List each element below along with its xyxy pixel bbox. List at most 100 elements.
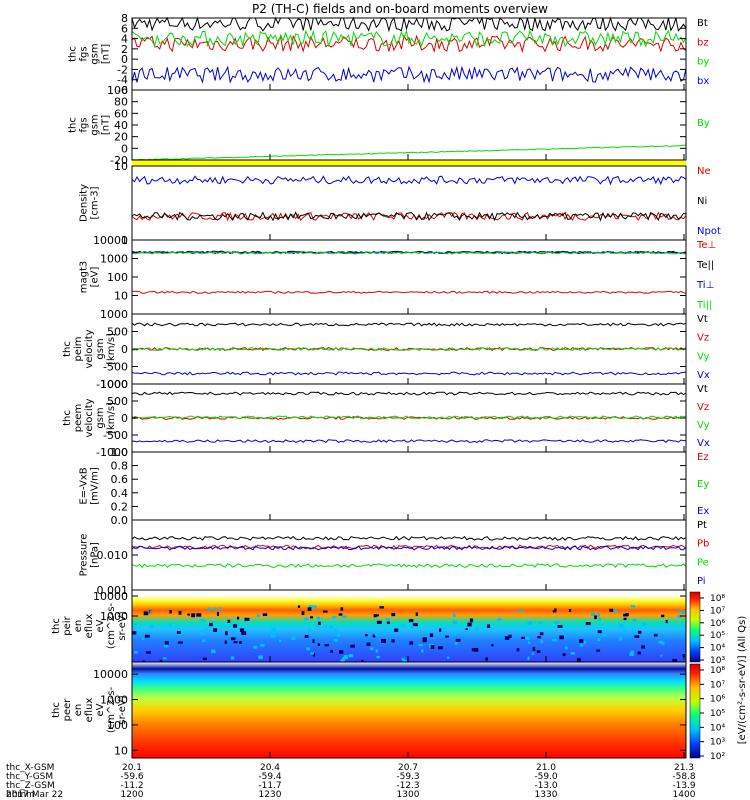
- heatmap-cell: [471, 648, 476, 652]
- bottom-row-value: 1400: [673, 790, 696, 800]
- y-axis-label-line: velocity: [84, 329, 95, 368]
- y-tick-label: 1: [121, 234, 128, 247]
- y-tick-label: 0.4: [111, 487, 129, 500]
- y-axis-label-line: gsm: [95, 338, 106, 359]
- heatmap-cell: [207, 607, 211, 611]
- heatmap-cell: [637, 651, 641, 655]
- heatmap-cell: [312, 652, 316, 657]
- series-line-bx: [131, 65, 687, 84]
- y-tick-label: 10000: [93, 668, 128, 681]
- heatmap-cell: [394, 628, 399, 632]
- heatmap-cell: [383, 629, 388, 633]
- heatmap-cell: [537, 635, 541, 639]
- colorbar-tick-label: 10⁵: [710, 631, 725, 641]
- heatmap-cell: [527, 656, 530, 660]
- heatmap-cell: [212, 628, 218, 632]
- y-tick-label: 40: [114, 119, 128, 132]
- heatmap-cell: [291, 636, 296, 640]
- y-axis-label-line: gsm: [90, 114, 101, 135]
- y-axis-label-line: eflux: [84, 698, 95, 723]
- series-line-Bt: [131, 16, 687, 33]
- colorbar-tick-label: 10⁴: [710, 723, 725, 733]
- heatmap-cell: [176, 631, 181, 634]
- y-tick-label: 0.6: [111, 473, 129, 486]
- heatmap-cell: [412, 623, 418, 627]
- legend-by: by: [697, 57, 709, 68]
- heatmap-fill: [132, 662, 686, 758]
- heatmap-cell: [304, 617, 309, 621]
- heatmap-cell: [525, 636, 530, 641]
- heatmap-cell: [310, 616, 314, 619]
- y-tick-label: 1.0: [111, 446, 129, 459]
- y-axis-label: thc peem velocity gsm [km/s]: [62, 398, 117, 437]
- heatmap-cell: [134, 623, 137, 626]
- heatmap-cell: [134, 651, 138, 654]
- y-axis-label-line: thc: [62, 410, 73, 426]
- colorbar-tick-label: 10⁸: [710, 594, 725, 604]
- bottom-row-value: 1230: [259, 790, 282, 800]
- heatmap-cell: [623, 617, 627, 621]
- heatmap-cell: [602, 633, 607, 637]
- colorbar-tick-label: 10⁶: [710, 695, 725, 705]
- legend-Bt: Bt: [697, 18, 708, 29]
- heatmap-cell: [552, 610, 557, 613]
- y-tick-label: 0.001: [97, 584, 129, 597]
- y-tick-label: 10: [114, 744, 128, 757]
- heatmap-cell: [551, 638, 557, 642]
- heatmap-cell: [163, 643, 169, 648]
- heatmap-cell: [475, 627, 479, 631]
- heatmap-cell: [634, 635, 640, 638]
- heatmap-cell: [421, 649, 424, 653]
- legend-Ez: Ez: [697, 452, 709, 463]
- heatmap-cell: [409, 641, 414, 645]
- heatmap-cell: [386, 618, 390, 621]
- heatmap-cell: [452, 633, 457, 636]
- panel-peer: 10 100 1000 10000 thc peer en eflux eV (cm^2-s-sr…: [51, 661, 687, 759]
- heatmap-cell: [328, 625, 333, 629]
- heatmap-cell: [430, 644, 435, 649]
- bottom-row-label: thc_X-GSM: [6, 763, 54, 773]
- heatmap-cell: [429, 633, 434, 638]
- y-axis-label-line: eV: [95, 619, 106, 632]
- heatmap-cell: [211, 649, 216, 654]
- heatmap-cell: [199, 631, 204, 635]
- heatmap-cell: [149, 610, 152, 614]
- y-tick-label: 6: [121, 22, 128, 35]
- heatmap-cell: [400, 624, 406, 627]
- heatmap-cell: [598, 617, 601, 621]
- heatmap-cell: [531, 652, 534, 655]
- heatmap-cell: [641, 645, 646, 649]
- colorbar-label-group: [eV/(cm²-s-sr-eV)] (All Qs): [737, 616, 748, 745]
- y-tick-label: 0: [121, 412, 128, 425]
- legend-Vz: Vz: [697, 333, 709, 344]
- y-tick-label: -500: [103, 361, 128, 374]
- y-axis-label-line: [nPa]: [90, 542, 101, 568]
- series-line-Pe: [131, 563, 687, 569]
- heatmap-cell: [324, 624, 328, 628]
- heatmap-cell: [504, 636, 510, 640]
- heatmap-cell: [306, 647, 310, 651]
- heatmap-cell: [169, 610, 172, 614]
- heatmap-cell: [623, 629, 627, 633]
- y-axis-label: thc fgs gsm [nT]: [68, 43, 112, 64]
- legend-Vz: Vz: [697, 402, 709, 413]
- series-line-Ti||: [131, 251, 686, 255]
- heatmap-cell: [376, 620, 382, 624]
- series-line-Vx: [131, 371, 687, 376]
- heatmap-cell: [661, 641, 665, 645]
- colorbar-tick-label: 10²: [710, 752, 725, 762]
- panel-frame: [131, 451, 687, 521]
- bottom-row-label: thc_Z-GSM: [6, 781, 55, 791]
- y-axis-label-line: eflux: [84, 614, 95, 639]
- heatmap-cell: [279, 639, 282, 643]
- series-line-Ni: [131, 211, 687, 222]
- y-tick-label: 10000: [93, 590, 128, 603]
- heatmap-cell: [559, 635, 564, 640]
- y-axis-label-line: gsm: [95, 407, 106, 428]
- y-axis-label-line: thc: [68, 46, 79, 62]
- y-tick-label: 1000: [100, 694, 128, 707]
- bottom-row-value: -59.0: [534, 772, 558, 782]
- heatmap-cell: [491, 644, 494, 647]
